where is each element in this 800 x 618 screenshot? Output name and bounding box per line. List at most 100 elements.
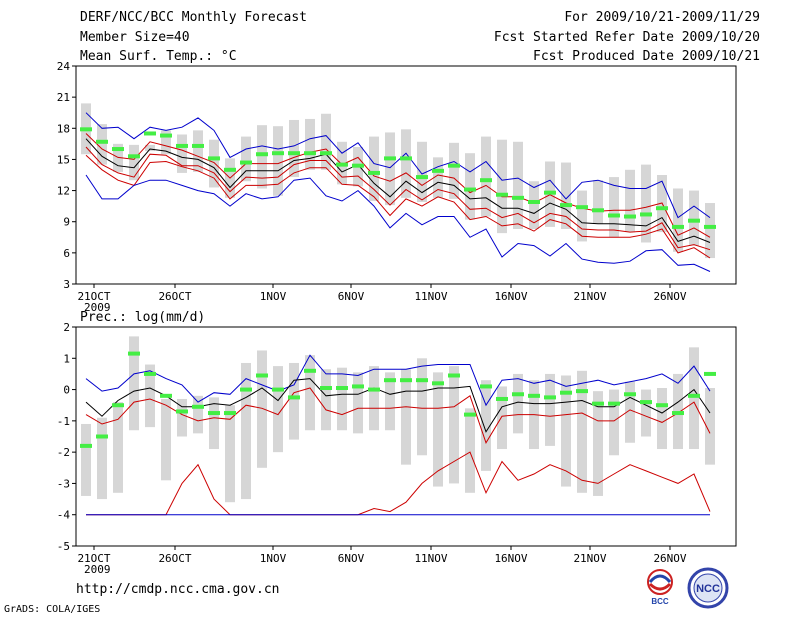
prec-marker [512, 392, 524, 397]
prec-marker [704, 371, 716, 376]
bcc-logo: BCC [647, 569, 673, 606]
temp-spread-box [177, 134, 187, 173]
prec-marker [240, 387, 252, 392]
temp-marker [208, 156, 220, 161]
prec-marker [352, 384, 364, 389]
temp-spread-box [689, 190, 699, 246]
temp-xtick-label: 6NOV [338, 290, 365, 303]
prec-spread-box [289, 362, 299, 440]
produced-date: Fcst Produced Date 2009/10/21 [533, 49, 760, 64]
temp-marker [624, 214, 636, 219]
prec-marker [80, 443, 92, 448]
temp-spread-box [577, 190, 587, 242]
temp-marker [672, 224, 684, 229]
temp-ytick-label: 15 [57, 153, 70, 166]
temp-marker [400, 156, 412, 161]
prec-marker [320, 386, 332, 391]
temp-spread-box [273, 126, 283, 196]
prec-spread-box [625, 381, 635, 443]
prec-marker [688, 393, 700, 398]
ncc-logo-text: NCC [696, 583, 720, 595]
prec-marker [544, 395, 556, 400]
temp-spread-box [145, 144, 155, 152]
temp-spread-box [641, 164, 651, 243]
prec-marker [224, 411, 236, 416]
prec-ytick-label: -2 [57, 446, 70, 459]
prec-spread-box [481, 380, 491, 471]
temp-spread-box [449, 142, 459, 199]
prec-ytick-label: 1 [63, 352, 70, 365]
prec-spread-box [113, 402, 123, 493]
temp-spread-box [289, 119, 299, 178]
temp-marker [80, 127, 92, 132]
prec-spread-box [209, 397, 219, 450]
prec-marker [208, 411, 220, 416]
temp-ytick-label: 3 [63, 278, 70, 291]
temp-spread-box [673, 188, 683, 252]
prec-xtick-label: 26OCT [158, 552, 191, 565]
temp-ytick-label: 9 [63, 216, 70, 229]
prec-spread-box [273, 366, 283, 453]
bcc-logo-text: BCC [651, 597, 669, 606]
prec-marker [640, 400, 652, 405]
prec-spread-box [97, 417, 107, 500]
prec-ytick-label: 2 [63, 321, 70, 334]
prec-spread-box [353, 372, 363, 434]
prec-marker [144, 371, 156, 376]
prec-marker [528, 393, 540, 398]
temp-marker [608, 213, 620, 218]
prec-xtick-label: 26NOV [653, 552, 686, 565]
temp-marker [336, 162, 348, 167]
temp-spread-box [465, 153, 475, 220]
prec-marker [480, 384, 492, 389]
prec-spread-box [225, 405, 235, 503]
temp-spread-box [129, 144, 139, 181]
prec-spread-box [385, 372, 395, 431]
prec-marker [160, 393, 172, 398]
temp-marker [480, 178, 492, 183]
prec-marker [608, 401, 620, 406]
temp-line-mean [85, 138, 711, 243]
temp-spread-box [481, 136, 491, 217]
temp-spread-box [401, 129, 411, 198]
temp-marker [544, 190, 556, 195]
temp-marker [320, 151, 332, 156]
prec-spread-box [193, 395, 203, 434]
temp-spread-box [321, 113, 331, 170]
prec-marker [256, 373, 268, 378]
temp-year-label: 2009 [84, 301, 111, 314]
prec-marker [400, 378, 412, 383]
prec-spread-box [177, 398, 187, 437]
prec-spread-box [657, 388, 667, 450]
prec-spread-box [513, 373, 523, 434]
temp-ytick-label: 6 [63, 247, 70, 260]
temp-marker [704, 224, 716, 229]
temp-spread-box [385, 132, 395, 206]
prec-ytick-label: -3 [57, 477, 70, 490]
temp-marker [656, 206, 668, 211]
temp-line-max [85, 112, 711, 219]
temp-line-p90 [85, 133, 711, 238]
prec-marker [432, 381, 444, 386]
variable-label: Mean Surf. Temp.: °C [80, 49, 237, 64]
temp-marker [176, 143, 188, 148]
prec-marker [368, 387, 380, 392]
member-size: Member Size=40 [80, 30, 190, 45]
temp-spread-box [257, 125, 267, 189]
temp-line-p10 [85, 146, 711, 251]
temp-frame [75, 65, 737, 285]
temp-marker [272, 151, 284, 156]
source-url[interactable]: http://cmdp.ncc.cma.gov.cn [76, 582, 280, 597]
prec-spread-box [321, 369, 331, 431]
prec-marker [576, 389, 588, 394]
chart-title: DERF/NCC/BCC Monthly Forecast [80, 10, 307, 25]
prec-xtick-label: 11NOV [414, 552, 447, 565]
precip-panel-title: Prec.: log(mm/d) [80, 310, 206, 325]
temp-spread-box [561, 162, 571, 229]
temp-spread-box [97, 124, 107, 165]
temp-marker [192, 143, 204, 148]
start-date: Fcst Started Refer Date 2009/10/20 [493, 30, 760, 45]
prec-marker [304, 368, 316, 373]
prec-spread-box [449, 366, 459, 484]
